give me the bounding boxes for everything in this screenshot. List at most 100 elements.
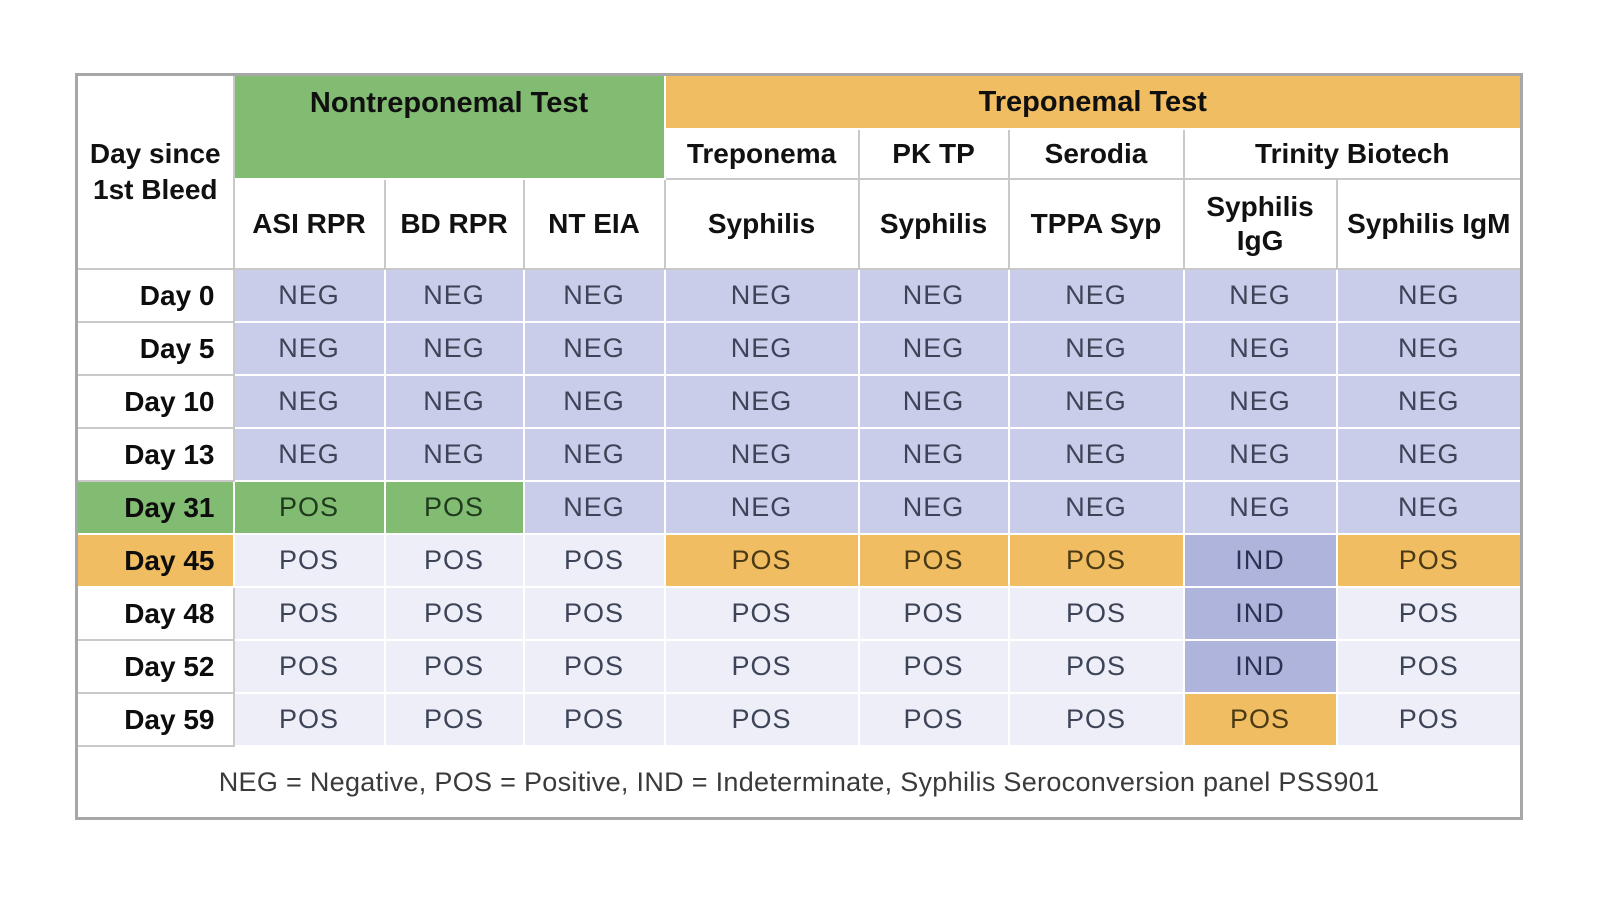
result-cell: NEG xyxy=(1007,427,1185,482)
result-cell: POS xyxy=(232,692,386,747)
table-row: Day 31 POS POS NEG NEG NEG NEG NEG NEG xyxy=(75,480,1523,535)
day-label: Day 45 xyxy=(75,533,235,588)
result-cell: NEG xyxy=(383,374,525,429)
result-cell: NEG xyxy=(522,427,666,482)
result-cell: NEG xyxy=(1182,480,1338,535)
result-cell: NEG xyxy=(232,321,386,376)
result-cell: NEG xyxy=(522,480,666,535)
result-cell: POS xyxy=(857,639,1010,694)
day-label: Day 59 xyxy=(75,692,235,747)
result-cell: POS xyxy=(1335,533,1523,588)
result-cell: POS xyxy=(857,533,1010,588)
result-cell: POS xyxy=(232,533,386,588)
day-label: Day 13 xyxy=(75,427,235,482)
result-cell: POS xyxy=(383,639,525,694)
result-cell: NEG xyxy=(383,321,525,376)
result-cell: NEG xyxy=(383,268,525,323)
table-row: Day 45 POS POS POS POS POS POS IND POS xyxy=(75,533,1523,588)
result-cell: IND xyxy=(1182,586,1338,641)
table-row: Day 5 NEG NEG NEG NEG NEG NEG NEG NEG xyxy=(75,321,1523,376)
result-cell: POS xyxy=(522,692,666,747)
result-cell: POS xyxy=(1007,533,1185,588)
test-header-syphilis-igg: Syphilis IgG xyxy=(1182,178,1338,270)
result-cell: NEG xyxy=(1182,427,1338,482)
test-header-tppa-syp: TPPA Syp xyxy=(1007,178,1185,270)
result-cell: NEG xyxy=(1335,427,1523,482)
table-row: Day 10 NEG NEG NEG NEG NEG NEG NEG NEG xyxy=(75,374,1523,429)
result-cell: NEG xyxy=(232,268,386,323)
result-cell: POS xyxy=(857,586,1010,641)
result-cell: POS xyxy=(383,586,525,641)
result-cell: POS xyxy=(1335,692,1523,747)
result-cell: NEG xyxy=(1007,321,1185,376)
result-cell: POS xyxy=(1007,692,1185,747)
result-cell: POS xyxy=(857,692,1010,747)
day-label: Day 52 xyxy=(75,639,235,694)
result-cell: POS xyxy=(383,692,525,747)
results-body: Day 0 NEG NEG NEG NEG NEG NEG NEG NEG Day 5 NEG NEG… xyxy=(75,268,1523,747)
test-header-nt-eia: NT EIA xyxy=(522,178,666,270)
corner-header-line1: Day since xyxy=(89,138,221,170)
result-cell: NEG xyxy=(522,268,666,323)
table-row: Day 48 POS POS POS POS POS POS IND POS xyxy=(75,586,1523,641)
seroconversion-results-table: Day since 1st Bleed Nontreponemal Test T… xyxy=(75,73,1524,820)
vendor-header-row: Treponema PK TP Serodia Trinity Biotech xyxy=(77,128,1523,180)
result-cell: NEG xyxy=(857,374,1010,429)
test-header-syphilis-igm: Syphilis IgM xyxy=(1335,178,1523,270)
table-row: Day 13 NEG NEG NEG NEG NEG NEG NEG NEG xyxy=(75,427,1523,482)
result-cell: POS xyxy=(232,639,386,694)
test-header-asi-rpr: ASI RPR xyxy=(232,178,386,270)
result-cell: POS xyxy=(663,533,860,588)
test-header-syphilis-pk-tp: Syphilis xyxy=(857,178,1010,270)
test-header-syphilis-treponema: Syphilis xyxy=(663,178,860,270)
result-cell: IND xyxy=(1182,533,1338,588)
result-cell: NEG xyxy=(857,480,1010,535)
result-cell: POS xyxy=(1335,586,1523,641)
result-cell: POS xyxy=(1335,639,1523,694)
table-row: Day 0 NEG NEG NEG NEG NEG NEG NEG NEG xyxy=(75,268,1523,323)
result-cell: POS xyxy=(522,586,666,641)
result-cell: NEG xyxy=(1007,268,1185,323)
corner-header-line2: 1st Bleed xyxy=(93,174,218,205)
result-cell: NEG xyxy=(383,427,525,482)
result-cell: POS xyxy=(1007,639,1185,694)
test-header-row: ASI RPR BD RPR NT EIA Syphilis Syphilis … xyxy=(77,178,1523,270)
result-cell: IND xyxy=(1182,639,1338,694)
day-label: Day 5 xyxy=(75,321,235,376)
result-cell: NEG xyxy=(1335,374,1523,429)
day-label: Day 48 xyxy=(75,586,235,641)
result-cell: POS xyxy=(383,533,525,588)
result-cell: POS xyxy=(663,639,860,694)
result-cell: POS xyxy=(663,586,860,641)
vendor-header-pk-tp: PK TP xyxy=(857,128,1010,180)
day-label: Day 10 xyxy=(75,374,235,429)
result-cell: POS xyxy=(1007,586,1185,641)
vendor-header-serodia: Serodia xyxy=(1007,128,1185,180)
vendor-header-treponema: Treponema xyxy=(663,128,860,180)
group-header-treponemal-test: Treponemal Test xyxy=(663,73,1523,130)
result-cell: NEG xyxy=(522,321,666,376)
result-cell: NEG xyxy=(232,427,386,482)
result-cell: NEG xyxy=(857,268,1010,323)
result-cell: POS xyxy=(522,533,666,588)
result-cell: POS xyxy=(232,586,386,641)
day-label: Day 0 xyxy=(75,268,235,323)
result-cell: NEG xyxy=(1182,374,1338,429)
result-cell: POS xyxy=(1182,692,1338,747)
vendor-header-trinity-biotech: Trinity Biotech xyxy=(1182,128,1523,180)
result-cell: NEG xyxy=(857,427,1010,482)
result-cell: NEG xyxy=(232,374,386,429)
result-cell: NEG xyxy=(1335,480,1523,535)
result-cell: NEG xyxy=(663,480,860,535)
result-cell: NEG xyxy=(1182,321,1338,376)
result-cell: NEG xyxy=(857,321,1010,376)
result-cell: POS xyxy=(522,639,666,694)
result-cell: NEG xyxy=(1007,480,1185,535)
result-cell: POS xyxy=(663,692,860,747)
result-cell: NEG xyxy=(1335,321,1523,376)
result-cell: NEG xyxy=(663,427,860,482)
result-cell: NEG xyxy=(1007,374,1185,429)
result-cell: NEG xyxy=(522,374,666,429)
test-header-bd-rpr: BD RPR xyxy=(383,178,525,270)
